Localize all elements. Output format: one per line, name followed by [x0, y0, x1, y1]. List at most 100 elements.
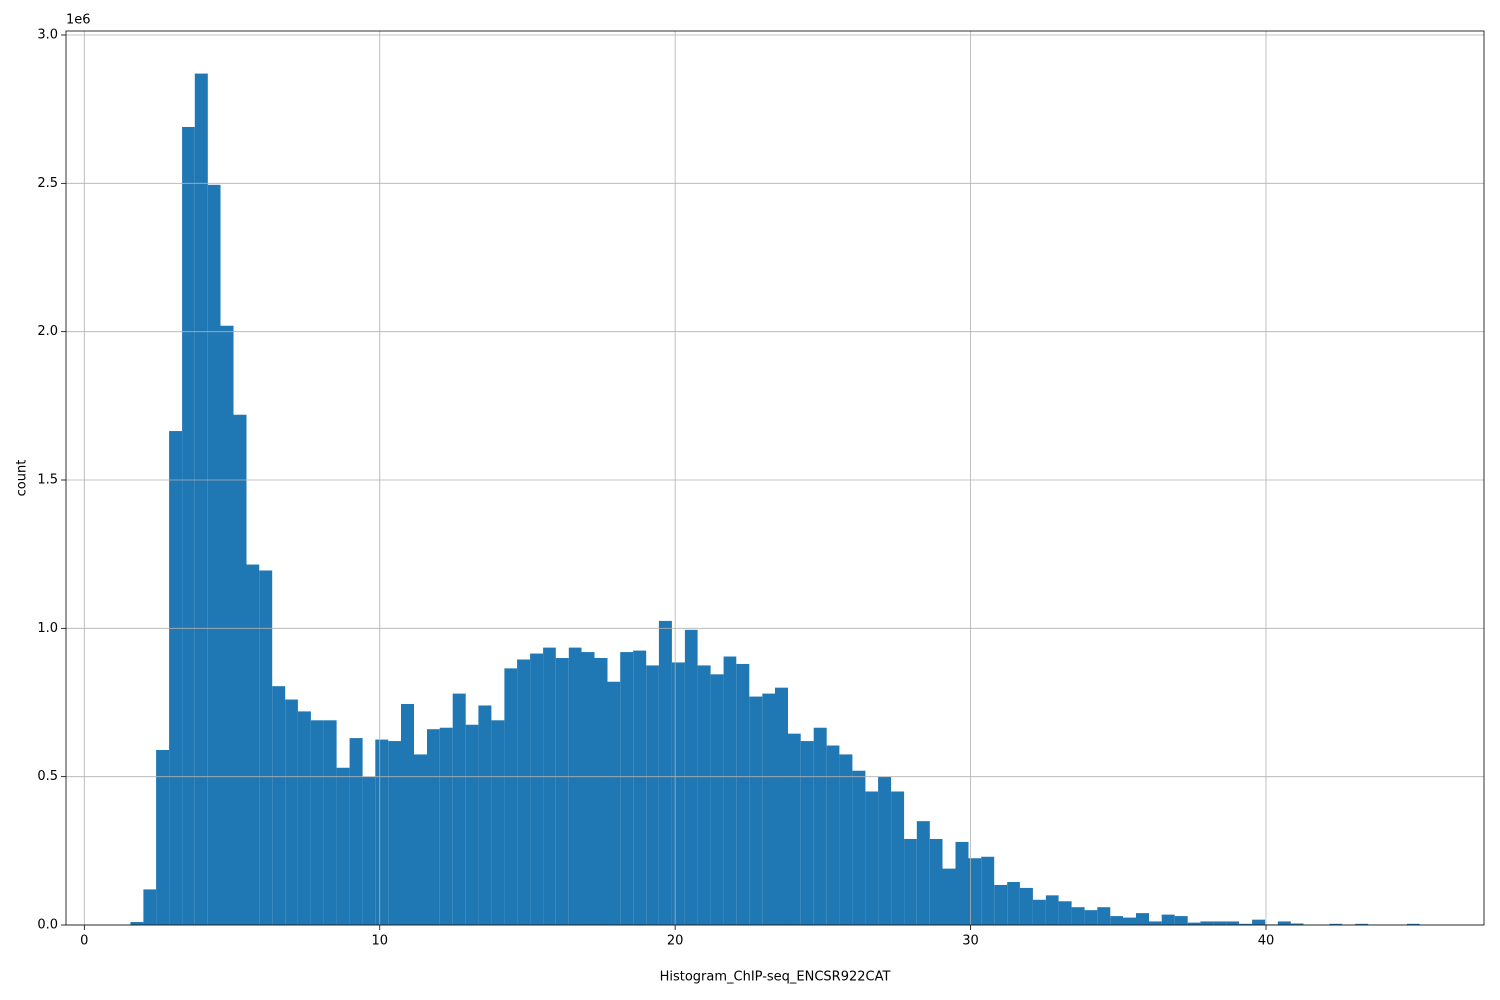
bar: [1239, 923, 1253, 925]
bar: [671, 662, 685, 925]
bar: [787, 733, 801, 925]
bar: [878, 776, 892, 925]
bar: [762, 693, 775, 925]
x-tick-label: 10: [371, 934, 388, 949]
bar: [362, 776, 376, 925]
y-tick-label: 2.0: [37, 324, 58, 339]
bar: [388, 741, 402, 925]
bar: [749, 696, 763, 925]
bar: [1277, 921, 1291, 925]
bar: [530, 653, 544, 925]
bar: [323, 720, 337, 925]
bar: [1058, 901, 1072, 925]
bar: [1329, 923, 1343, 925]
bar: [1406, 923, 1420, 925]
bar: [1174, 916, 1188, 925]
y-axis-label: count: [15, 460, 30, 497]
y-tick-label: 0.0: [37, 918, 58, 933]
bar: [633, 650, 647, 925]
bar: [1200, 921, 1214, 925]
y-offset-label: 1e6: [66, 13, 91, 28]
y-tick-label: 2.5: [37, 176, 58, 191]
bar: [620, 652, 634, 925]
y-tick-label: 3.0: [37, 28, 58, 43]
bar: [723, 656, 737, 925]
bar: [143, 889, 157, 925]
bar: [491, 720, 505, 925]
bar: [1252, 919, 1266, 925]
bar: [297, 711, 311, 925]
bar: [220, 325, 234, 925]
bar: [439, 727, 453, 925]
bar: [942, 868, 956, 925]
x-tick-label: 30: [962, 934, 979, 949]
bar: [800, 741, 814, 925]
bar: [1045, 895, 1059, 925]
bar: [259, 570, 273, 925]
y-tick-label: 1.5: [37, 473, 58, 488]
bar: [1290, 923, 1304, 925]
bar: [207, 184, 221, 925]
bar: [1148, 921, 1162, 925]
bar: [156, 749, 170, 925]
bar: [310, 720, 324, 925]
bar: [233, 414, 247, 925]
x-tick-label: 0: [80, 934, 88, 949]
bar: [929, 838, 943, 925]
bar: [1355, 923, 1369, 925]
bar: [994, 884, 1008, 925]
bar: [375, 739, 389, 925]
bar: [684, 629, 698, 925]
bar: [349, 738, 363, 925]
bar: [1019, 887, 1033, 925]
bar: [272, 686, 286, 925]
bar: [426, 729, 440, 925]
bar: [981, 856, 995, 925]
plot-frame: [65, 30, 1485, 926]
bar: [1097, 907, 1111, 925]
bar: [555, 658, 569, 925]
bar: [1084, 910, 1098, 925]
bar: [594, 658, 608, 925]
bar: [504, 668, 518, 925]
bar: [452, 693, 466, 925]
y-tick-label: 1.0: [37, 621, 58, 636]
bar: [478, 705, 492, 925]
bar: [568, 647, 582, 925]
bar: [916, 821, 930, 925]
bar: [891, 791, 905, 925]
x-tick-label: 20: [667, 934, 684, 949]
bar: [904, 838, 917, 925]
bar: [813, 727, 827, 925]
x-axis-label: Histogram_ChIP-seq_ENCSR922CAT: [660, 970, 891, 985]
bar: [130, 922, 144, 925]
bar: [826, 745, 840, 925]
bar: [336, 767, 350, 925]
bar: [1007, 881, 1020, 925]
bar: [955, 841, 969, 925]
bar: [285, 699, 298, 925]
bar: [1226, 921, 1240, 925]
bar: [1032, 899, 1046, 925]
bar: [182, 126, 195, 925]
bar: [543, 647, 556, 925]
bar: [1187, 922, 1201, 925]
bar: [465, 724, 479, 925]
bar: [401, 703, 415, 925]
bar: [865, 791, 879, 925]
bar: [852, 770, 866, 925]
bar: [839, 754, 853, 925]
bar: [517, 659, 531, 925]
bar: [646, 665, 659, 925]
y-tick-label: 0.5: [37, 769, 58, 784]
bar: [1161, 914, 1175, 925]
bar: [1071, 907, 1085, 925]
bar: [736, 663, 750, 925]
bar: [246, 564, 260, 925]
bar: [710, 674, 724, 925]
x-tick-label: 40: [1258, 934, 1275, 949]
bar: [968, 858, 982, 925]
bar: [775, 687, 788, 925]
bar: [194, 73, 208, 926]
